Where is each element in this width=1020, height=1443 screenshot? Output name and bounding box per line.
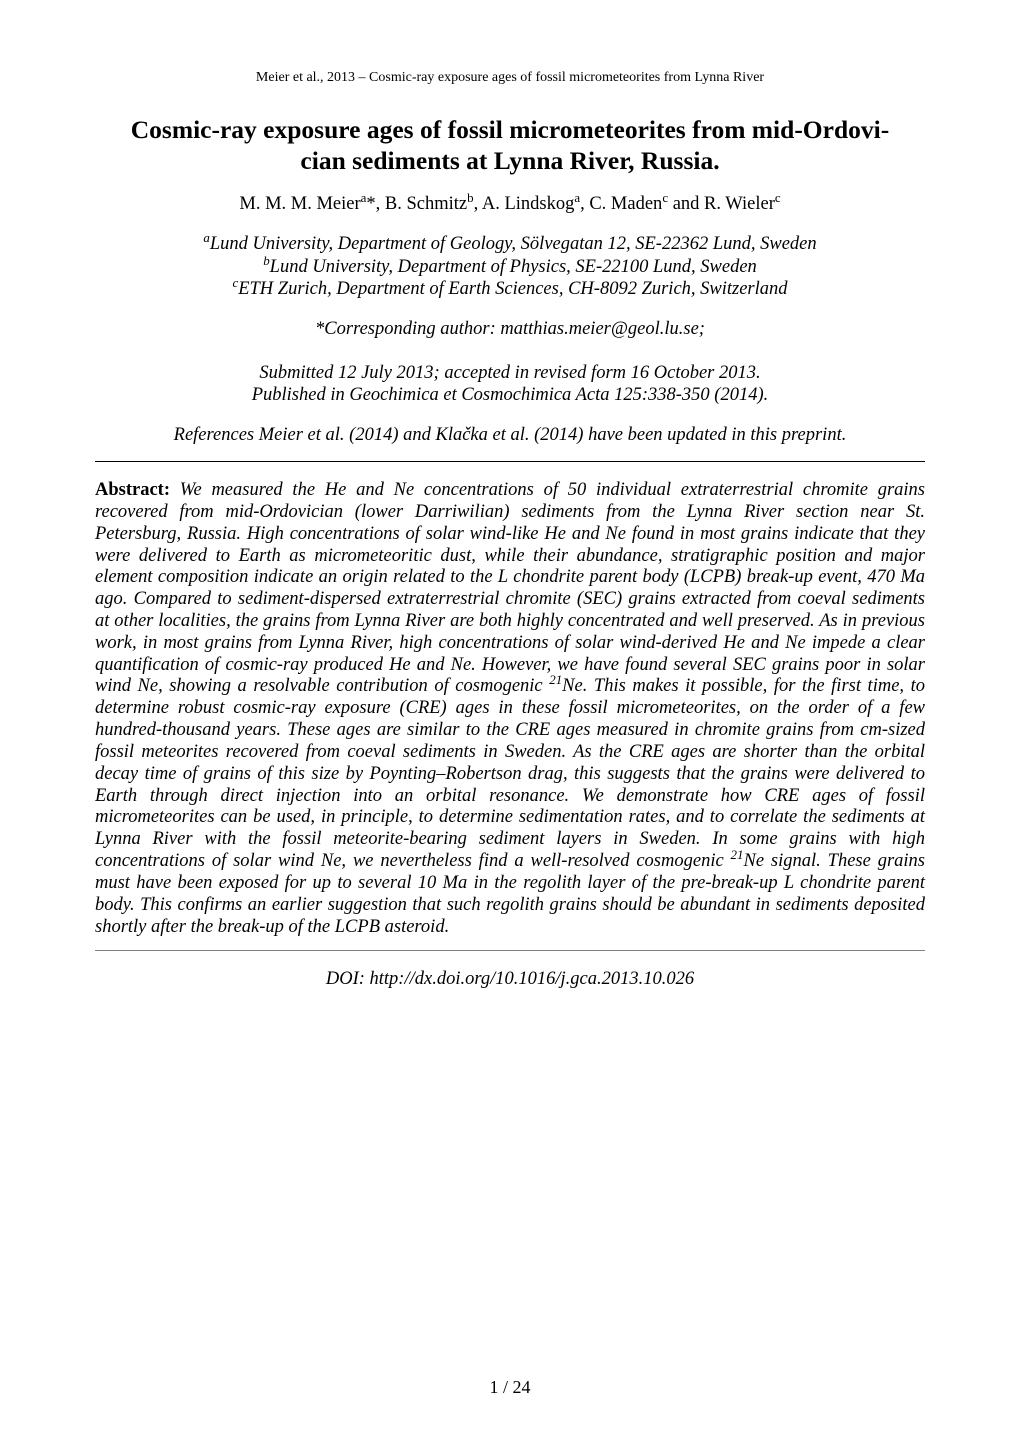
affiliation-a: aLund University, Department of Geology,… [95,233,925,256]
abstract-block: Abstract: We measured the He and Ne conc… [95,480,925,938]
affiliation-c: cETH Zurich, Department of Earth Science… [95,278,925,301]
affiliation-b: bLund University, Department of Physics,… [95,256,925,279]
abstract-body: We measured the He and Ne concentrations… [95,480,925,937]
abstract-label: Abstract: [95,480,170,500]
published-line: Published in Geochimica et Cosmochimica … [95,384,925,407]
affiliations-block: aLund University, Department of Geology,… [95,233,925,301]
publication-info: Submitted 12 July 2013; accepted in revi… [95,362,925,407]
paper-title: Cosmic-ray exposure ages of fossil micro… [95,114,925,176]
submission-line: Submitted 12 July 2013; accepted in revi… [95,362,925,385]
doi-line: DOI: http://dx.doi.org/10.1016/j.gca.201… [95,969,925,990]
corresponding-author: *Corresponding author: matthias.meier@ge… [95,319,925,340]
title-line-2: cian sediments at Lynna River, Russia. [300,146,719,175]
author-list: M. M. M. Meiera*, B. Schmitzb, A. Lindsk… [95,194,925,215]
page-number: 1 / 24 [0,1377,1020,1398]
references-update-note: References Meier et al. (2014) and Klačk… [95,425,925,446]
title-line-1: Cosmic-ray exposure ages of fossil micro… [131,115,889,144]
divider-bottom [95,950,925,951]
divider-top [95,461,925,462]
running-header: Meier et al., 2013 – Cosmic-ray exposure… [95,70,925,86]
